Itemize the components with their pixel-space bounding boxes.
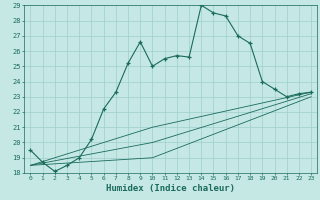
- X-axis label: Humidex (Indice chaleur): Humidex (Indice chaleur): [106, 184, 235, 193]
